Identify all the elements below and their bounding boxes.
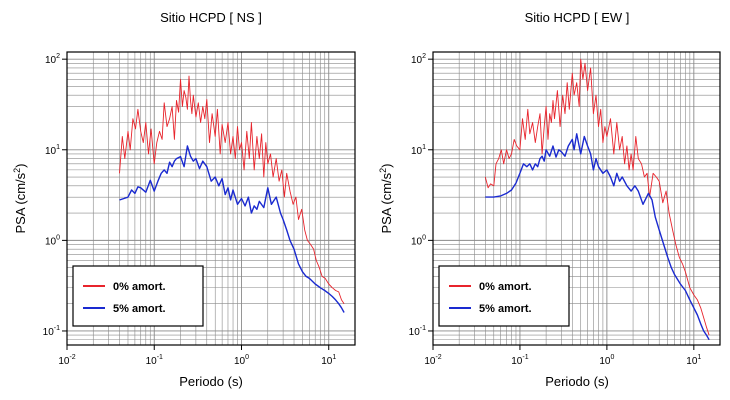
y-tick-label: 10-1: [43, 325, 60, 338]
x-tick-label: 10-1: [146, 354, 163, 367]
legend-label: 5% amort.: [479, 303, 532, 315]
y-tick-base: 10: [43, 327, 55, 338]
y-axis-label-sup: 2: [12, 168, 22, 173]
chart-title: Sitio HCPD [ EW ]: [525, 10, 630, 25]
legend: 0% amort. 5% amort.: [438, 265, 570, 327]
x-tick-exp: 0: [610, 354, 614, 361]
x-tick-base: 10: [58, 356, 70, 367]
x-tick-label: 101: [321, 354, 336, 367]
y-tick-exp: -1: [420, 325, 426, 332]
series-line-amort-0: [119, 75, 345, 304]
x-tick-exp: -1: [522, 354, 528, 361]
x-tick-base: 10: [234, 356, 246, 367]
plot-frame: [66, 51, 356, 346]
y-tick-label: 10-1: [409, 325, 426, 338]
y-tick-exp: 2: [422, 53, 426, 60]
x-tick-label: 101: [686, 354, 701, 367]
x-tick-base: 10: [424, 356, 436, 367]
y-tick-exp: 2: [56, 53, 60, 60]
series-line-amort-0: [484, 58, 710, 336]
y-axis-label: PSA (cm/s2): [12, 163, 28, 233]
y-axis-label-main: PSA (cm/s: [13, 172, 28, 233]
x-tick-label: 10-1: [511, 354, 528, 367]
y-axis-label-sup: 2: [378, 168, 388, 173]
y-tick-exp: 1: [422, 144, 426, 151]
y-tick-label: 100: [45, 234, 60, 247]
y-tick-base: 10: [411, 55, 423, 66]
x-tick-exp: -2: [69, 354, 75, 361]
y-tick-base: 10: [411, 146, 423, 157]
y-tick-exp: 0: [56, 234, 60, 241]
chart-title: Sitio HCPD [ NS ]: [160, 10, 262, 25]
y-tick-label: 102: [45, 53, 60, 66]
x-tick-base: 10: [511, 356, 523, 367]
x-tick-base: 10: [146, 356, 158, 367]
y-axis-label-main: PSA (cm/s: [379, 172, 394, 233]
y-tick-base: 10: [45, 55, 57, 66]
x-tick-exp: 1: [697, 354, 701, 361]
series-line-amort-5: [119, 145, 345, 313]
grid: [66, 52, 356, 346]
plot-frame: [432, 51, 721, 346]
x-tick-base: 10: [321, 356, 333, 367]
y-tick-base: 10: [45, 236, 57, 247]
x-tick-base: 10: [686, 356, 698, 367]
legend-label: 0% amort.: [479, 281, 532, 293]
y-tick-label: 100: [411, 234, 426, 247]
x-axis-label: Periodo (s): [545, 374, 609, 389]
legend: 0% amort. 5% amort.: [72, 265, 204, 327]
y-tick-label: 101: [411, 144, 426, 157]
y-tick-exp: -1: [54, 325, 60, 332]
x-tick-label: 10-2: [424, 354, 441, 367]
x-tick-exp: -1: [157, 354, 163, 361]
y-tick-exp: 1: [56, 144, 60, 151]
series-line-amort-5: [485, 133, 710, 341]
y-tick-label: 101: [45, 144, 60, 157]
x-tick-exp: 0: [245, 354, 249, 361]
y-axis-label-tail: ): [13, 163, 28, 167]
y-tick-label: 102: [411, 53, 426, 66]
x-tick-exp: -2: [435, 354, 441, 361]
y-tick-base: 10: [45, 146, 57, 157]
y-axis-label-tail: ): [379, 163, 394, 167]
y-tick-base: 10: [411, 236, 423, 247]
legend-label: 5% amort.: [113, 303, 166, 315]
y-axis-label: PSA (cm/s2): [378, 163, 394, 233]
y-tick-exp: 0: [422, 234, 426, 241]
y-tick-base: 10: [409, 327, 421, 338]
x-axis-label: Periodo (s): [179, 374, 243, 389]
x-tick-base: 10: [599, 356, 611, 367]
legend-box: [438, 265, 570, 327]
legend-label: 0% amort.: [113, 281, 166, 293]
x-tick-exp: 1: [332, 354, 336, 361]
legend-box: [72, 265, 204, 327]
x-tick-label: 100: [234, 354, 249, 367]
x-tick-label: 10-2: [58, 354, 75, 367]
x-tick-label: 100: [599, 354, 614, 367]
